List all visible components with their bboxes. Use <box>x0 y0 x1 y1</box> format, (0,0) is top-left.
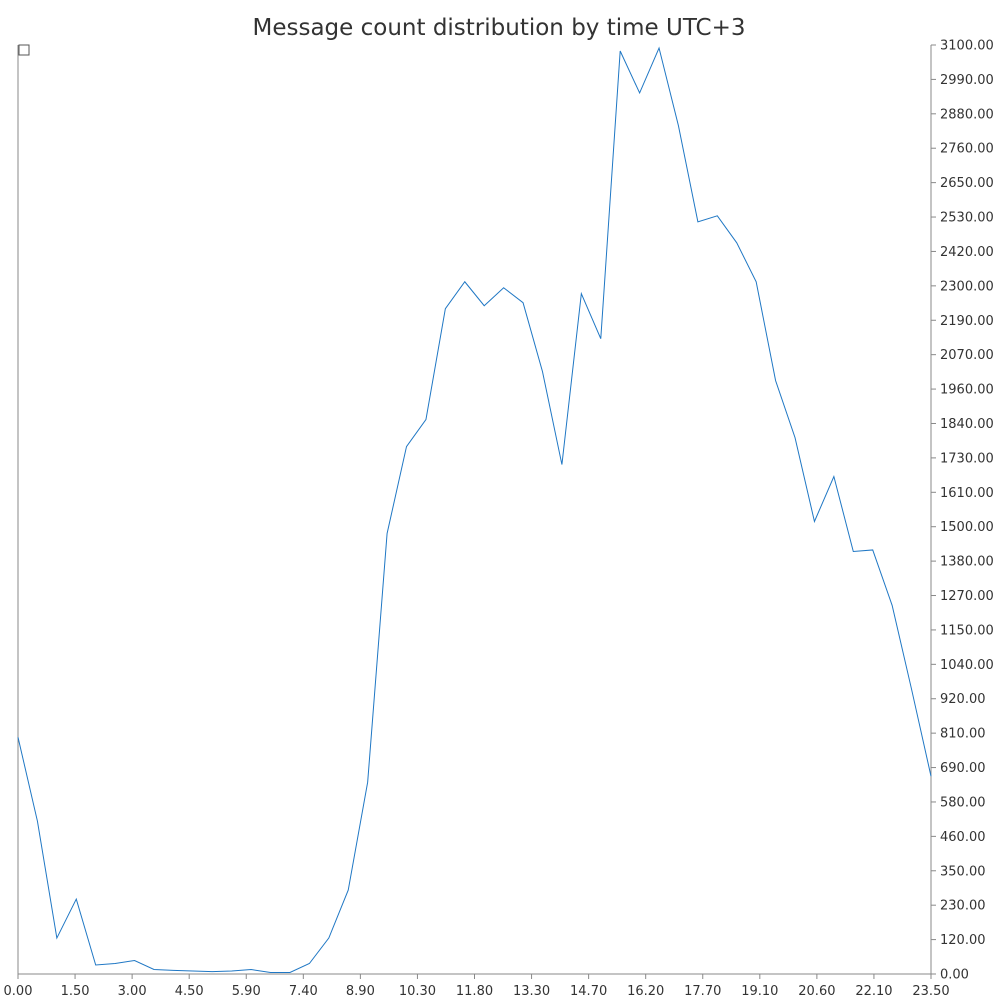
legend-marker <box>18 44 30 56</box>
x-tick-label: 11.80 <box>456 984 493 999</box>
y-tick-label: 1500.00 <box>940 520 994 535</box>
x-tick-label: 13.30 <box>513 984 550 999</box>
chart-title: Message count distribution by time UTC+3 <box>253 15 746 41</box>
y-tick-label: 2650.00 <box>940 176 994 191</box>
y-tick-label: 2990.00 <box>940 73 994 88</box>
y-tick-label: 460.00 <box>940 830 986 845</box>
x-tick-label: 7.40 <box>289 984 318 999</box>
y-tick-label: 1610.00 <box>940 486 994 501</box>
y-tick-label: 920.00 <box>940 692 986 707</box>
y-tick-label: 810.00 <box>940 727 986 742</box>
y-tick-label: 1150.00 <box>940 623 994 638</box>
x-tick-label: 22.10 <box>855 984 892 999</box>
y-tick-label: 1380.00 <box>940 555 994 570</box>
y-tick-label: 350.00 <box>940 864 986 879</box>
y-tick-label: 690.00 <box>940 761 986 776</box>
y-tick-label: 2880.00 <box>940 107 994 122</box>
x-tick-label: 14.70 <box>570 984 607 999</box>
y-tick-label: 580.00 <box>940 795 986 810</box>
x-tick-label: 3.00 <box>118 984 147 999</box>
y-tick-label: 0.00 <box>940 968 969 983</box>
y-tick-label: 1960.00 <box>940 383 994 398</box>
x-tick-label: 8.90 <box>346 984 375 999</box>
x-tick-label: 5.90 <box>232 984 261 999</box>
y-axis-ticks: 0.00 120.00 230.00 350.00 460.00 580.00 690.00… <box>931 39 994 983</box>
x-tick-label: 1.50 <box>61 984 90 999</box>
y-tick-label: 1840.00 <box>940 417 994 432</box>
x-tick-label: 0.00 <box>4 984 33 999</box>
x-tick-label: 16.20 <box>627 984 664 999</box>
y-tick-label: 2530.00 <box>940 211 994 226</box>
x-tick-label: 10.30 <box>399 984 436 999</box>
series-layer <box>17 46 932 973</box>
y-tick-label: 3100.00 <box>940 39 994 54</box>
y-tick-label: 2070.00 <box>940 348 994 363</box>
x-tick-label: 4.50 <box>175 984 204 999</box>
x-tick-label: 23.50 <box>912 984 949 999</box>
y-tick-label: 1270.00 <box>940 589 994 604</box>
y-tick-label: 2190.00 <box>940 314 994 329</box>
x-axis-ticks: 0.00 1.50 3.00 4.50 5.90 7.40 8.90 10.30 11.80 13… <box>4 974 950 999</box>
y-tick-label: 1040.00 <box>940 658 994 673</box>
x-tick-label: 19.10 <box>741 984 778 999</box>
y-tick-label: 2300.00 <box>940 279 994 294</box>
y-tick-label: 1730.00 <box>940 451 994 466</box>
y-tick-label: 2420.00 <box>940 245 994 260</box>
y-tick-label: 2760.00 <box>940 142 994 157</box>
series-line <box>17 46 932 973</box>
y-tick-label: 120.00 <box>940 933 986 948</box>
x-tick-label: 20.60 <box>798 984 835 999</box>
y-tick-label: 230.00 <box>940 899 986 914</box>
x-tick-label: 17.70 <box>684 984 721 999</box>
